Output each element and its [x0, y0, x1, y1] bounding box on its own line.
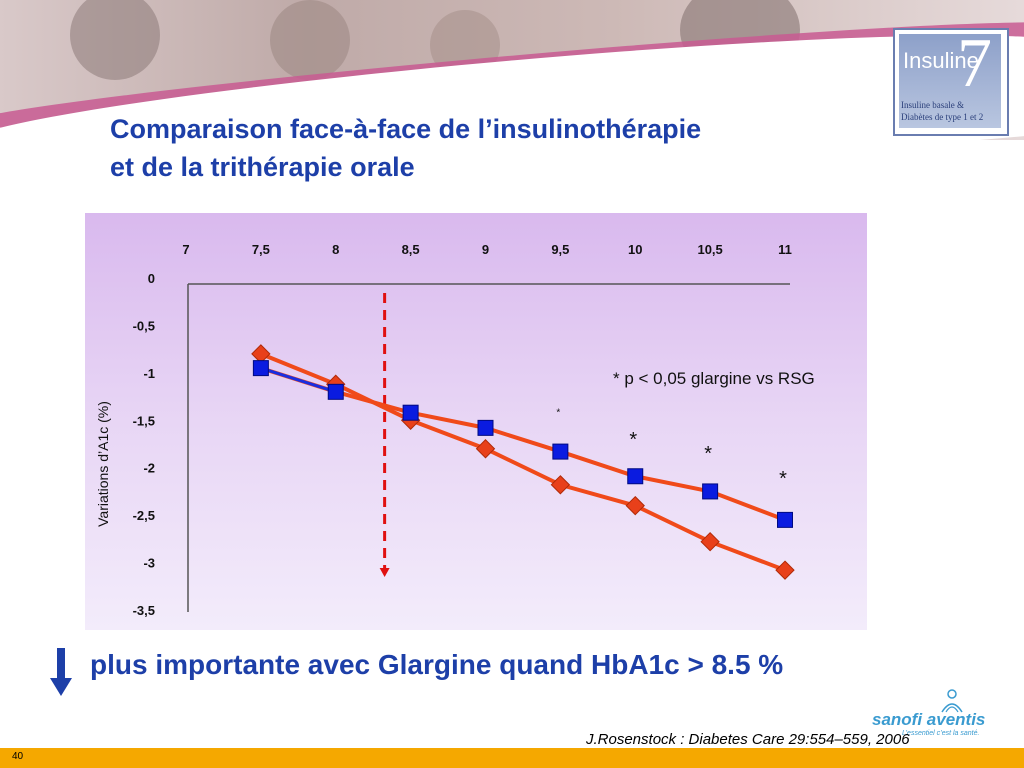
x-tick-label: 9	[482, 242, 489, 257]
data-point-diamond	[475, 439, 496, 459]
x-tick-label: 8,5	[402, 242, 420, 257]
series-line-square	[260, 366, 786, 522]
slide-title: Comparaison face-à-face de l’insulinothé…	[110, 110, 870, 186]
threshold-arrowhead	[379, 568, 390, 577]
citation: J.Rosenstock : Diabetes Care 29:554–559,…	[586, 731, 910, 748]
series-line-diamond	[260, 352, 786, 573]
down-arrow-icon	[50, 648, 72, 696]
footer-bar	[0, 748, 1024, 768]
data-point-square	[477, 419, 494, 436]
sanofi-figure-icon	[941, 689, 963, 713]
x-tick-label: 9,5	[551, 242, 569, 257]
data-point-diamond	[700, 531, 720, 552]
significance-asterisk: *	[704, 443, 712, 465]
data-point-square	[252, 360, 269, 377]
page-number: 40	[12, 751, 24, 762]
significance-asterisk: *	[556, 408, 560, 419]
banner-photo-face	[270, 0, 350, 80]
y-tick-label: -0,5	[133, 318, 155, 333]
y-axis-title: Variations d’A1c (%)	[95, 401, 111, 527]
data-point-square	[777, 511, 793, 528]
logo-background	[899, 34, 1001, 128]
significance-asterisk: *	[629, 429, 637, 451]
x-tick-label: 10	[628, 242, 642, 257]
y-tick-label: 0	[148, 271, 155, 286]
y-tick-label: -1	[143, 366, 155, 381]
chart-panel: 7 7,5 8 8,5 9 9,5 10 10,5 11 0 -0,5 -1 -1,5 -2 -2,5 -3 -…	[85, 213, 867, 630]
series-line-square-initial-segment	[260, 366, 337, 394]
logo-word: Insuline	[903, 48, 979, 73]
line-chart: 7 7,5 8 8,5 9 9,5 10 10,5 11 0 -0,5 -1 -1,5 -2 -2,5 -3 -…	[95, 242, 815, 618]
data-point-diamond	[550, 475, 571, 495]
slide-title-line1: Comparaison face-à-face de l’insulinothé…	[110, 114, 702, 144]
data-point-square	[627, 468, 644, 485]
conclusion-text: plus importante avec Glargine quand HbA1…	[90, 649, 784, 680]
significance-asterisk: *	[779, 468, 787, 490]
x-tick-label: 11	[778, 242, 792, 257]
data-point-diamond	[775, 560, 795, 580]
slide-title-line2: et de la trithérapie orale	[110, 152, 415, 182]
company-tagline: L’essentiel c’est la santé.	[902, 730, 980, 737]
data-point-diamond	[625, 495, 645, 516]
y-tick-label: -2	[143, 461, 155, 476]
data-point-square	[402, 404, 419, 421]
x-tick-label: 7,5	[252, 242, 270, 257]
x-tick-label: 7	[182, 242, 189, 257]
y-tick-label: -3,5	[133, 603, 155, 618]
x-tick-label: 8	[332, 242, 339, 257]
logo-subtitle-line1: Insuline basale &	[901, 100, 964, 110]
data-point-square	[702, 483, 719, 500]
logo-number: 7	[957, 25, 992, 102]
x-tick-label: 10,5	[697, 242, 722, 257]
company-name: sanofi aventis	[872, 710, 986, 729]
y-tick-label: -2,5	[133, 508, 155, 523]
data-point-square	[327, 383, 344, 400]
insuline7-logo: Insuline 7 Insuline basale & Diabètes de…	[893, 25, 1009, 136]
data-point-square	[552, 443, 569, 460]
y-tick-label: -1,5	[133, 413, 155, 428]
significance-annotation: * p < 0,05 glargine vs RSG	[613, 369, 815, 388]
logo-subtitle-line2: Diabètes de type 1 et 2	[901, 112, 984, 122]
banner-photo-face	[70, 0, 160, 80]
sanofi-aventis-logo: sanofi aventis L’essentiel c’est la sant…	[862, 688, 1012, 748]
y-tick-label: -3	[143, 556, 155, 571]
header-banner	[0, 0, 1024, 140]
